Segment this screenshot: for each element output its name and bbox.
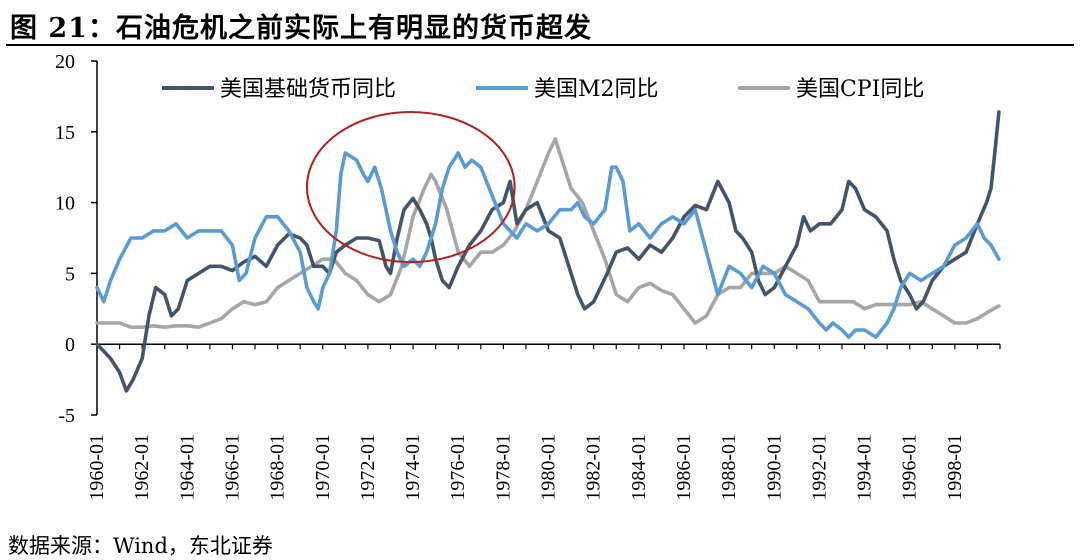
series-line-2 [95,137,1001,329]
y-tick-label: 0 [65,334,75,356]
x-tick-label: 1982-01 [583,434,605,501]
series-line-0 [95,110,1001,393]
line-chart: -5 0 5 10 15 20 1960-01 1962-01 1964-01 1966-01 1… [55,51,1001,501]
x-tick-label: 1988-01 [718,434,740,501]
x-tick-label: 1978-01 [492,434,514,501]
x-tick-label: 1980-01 [538,434,560,501]
x-tick-label: 1964-01 [176,434,198,501]
x-tick-label: 1996-01 [899,434,921,501]
x-tick-label: 1960-01 [86,434,108,501]
series-line-1 [95,151,1001,339]
x-tick-label: 1970-01 [312,434,334,501]
highlight-ellipse [305,110,516,264]
y-tick-label: 5 [65,263,75,285]
x-tick-label: 1984-01 [628,434,650,501]
x-tick-label: 1976-01 [447,434,469,501]
x-tick-label: 1992-01 [808,434,830,501]
figure-source: 数据来源：Wind，东北证券 [8,534,273,558]
x-tick-label: 1966-01 [221,434,243,501]
x-tick-label: 1972-01 [357,434,379,501]
x-tick-label: 1986-01 [673,434,695,501]
y-tick-label: 10 [55,193,75,215]
y-tick-label: -5 [58,405,75,427]
legend-label-1: 美国M2同比 [534,77,659,102]
x-tick-label: 1998-01 [944,434,966,501]
x-tick-label: 1968-01 [267,434,289,501]
x-tick-label: 1962-01 [131,434,153,501]
x-tick-label: 1974-01 [402,434,424,501]
figure-header: 图 21：石油危机之前实际上有明显的货币超发 [6,2,1074,46]
legend-label-0: 美国基础货币同比 [220,77,396,102]
y-tick-label: 15 [55,122,75,144]
x-tick-label: 1990-01 [763,434,785,501]
y-tick-label: 20 [55,51,75,73]
x-tick-label: 1994-01 [854,434,876,501]
legend-label-2: 美国CPI同比 [796,77,924,102]
figure-title: 图 21：石油危机之前实际上有明显的货币超发 [10,13,592,44]
